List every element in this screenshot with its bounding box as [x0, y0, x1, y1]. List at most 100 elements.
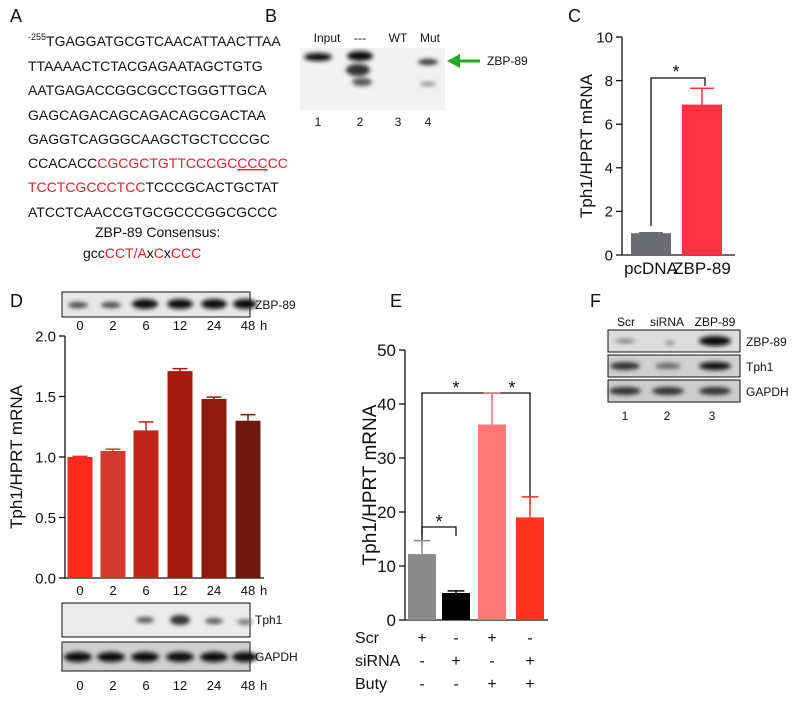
- y-tick-label: 0.5: [35, 510, 56, 527]
- lane-label: 48: [241, 318, 255, 333]
- y-tick-label: 50: [377, 341, 396, 360]
- sequence-line: CCACACCCGCGCTGTTCCCGCCCCCC: [28, 155, 288, 171]
- condition-sign: +: [451, 653, 460, 670]
- sequence-segment: TTAAAACTCTACGAGAATAGCTGTG: [28, 58, 263, 74]
- significance-bracket: [421, 526, 457, 546]
- error-bar: [172, 367, 188, 372]
- sequence-segment: CCC: [171, 245, 201, 261]
- lane-number: 2: [664, 409, 671, 423]
- error-bar: [447, 590, 465, 593]
- bar: [631, 233, 671, 255]
- condition-name: Buty: [355, 676, 387, 693]
- panel-label: D: [10, 291, 23, 311]
- y-tick-label: 30: [377, 449, 396, 468]
- error-bar: [206, 396, 222, 399]
- y-tick-label: 1.0: [35, 449, 56, 466]
- lane-label: siRNA: [650, 315, 684, 329]
- sequence-line: gccCCT/AxCxCCC: [83, 245, 201, 261]
- x-tick-label: 12: [173, 583, 187, 598]
- x-tick-label: 48: [241, 583, 255, 598]
- bar: [100, 450, 126, 578]
- lane-label: 12: [173, 318, 187, 333]
- condition-sign: -: [419, 676, 424, 693]
- sequence-segment: GAGCAGACAGCAGACAGCGACTAA: [28, 107, 266, 123]
- blot-label: GAPDH: [255, 650, 298, 664]
- x-tick-label: pcDNA: [624, 259, 679, 278]
- bar: [516, 517, 544, 620]
- lane-label: 2: [109, 678, 116, 693]
- lane-number: 3: [709, 409, 716, 423]
- blot-d: [61, 291, 258, 672]
- bar: [235, 420, 261, 578]
- lane-number: 4: [425, 115, 432, 129]
- y-tick-label: 20: [377, 503, 396, 522]
- sequence-segment: AATGAGACCGGCGCCTGGGTTGCA: [28, 82, 267, 98]
- sequence-line: GAGGTCAGGGCAAGCTGCTCCCGC: [28, 131, 270, 147]
- condition-sign: -: [527, 630, 532, 647]
- lane-label: 0: [76, 318, 83, 333]
- sequence-segment: CCC: [237, 155, 267, 171]
- x-tick-label: 24: [207, 583, 221, 598]
- sequence-line: ATCCTCAACCGTGCGCCCGGCGCCC: [28, 204, 277, 220]
- condition-name: siRNA: [355, 653, 401, 670]
- lane-number: 1: [622, 409, 629, 423]
- panel-label: E: [390, 291, 402, 311]
- x-tick-label: ZBP-89: [673, 259, 731, 278]
- lane-label: 12: [173, 678, 187, 693]
- y-tick-label: 2: [605, 204, 613, 221]
- y-tick-label: 10: [596, 29, 613, 46]
- lane-label: Input: [314, 31, 341, 45]
- condition-sign: -: [453, 630, 458, 647]
- condition-sign: +: [525, 676, 534, 693]
- x-unit: h: [260, 318, 267, 333]
- y-axis-label: Tph1/HPRT mRNA: [7, 384, 26, 529]
- sequence-segment: CGCGCTGTTCCCGC: [97, 155, 237, 171]
- sequence-segment: x: [164, 245, 171, 261]
- condition-sign: -: [489, 653, 494, 670]
- significance-star: *: [508, 378, 515, 398]
- sequence-segment: CCACACC: [28, 155, 97, 171]
- condition-sign: +: [487, 630, 496, 647]
- lane-label: ---: [354, 31, 366, 45]
- sequence-segment: C: [154, 245, 164, 261]
- bar: [478, 424, 506, 620]
- error-bar: [105, 448, 121, 451]
- row-label: ZBP-89: [746, 335, 787, 349]
- sequence-segment: gcc: [83, 245, 105, 261]
- y-tick-label: 2.0: [35, 328, 56, 345]
- sequence-line: -255TGAGGATGCGTCAACATTAACTTAA: [28, 32, 281, 49]
- lane-label: 0: [76, 678, 83, 693]
- condition-name: Scr: [355, 630, 380, 647]
- blot-f: [607, 329, 741, 403]
- sequence-segment: CCT/A: [105, 245, 148, 261]
- y-tick-label: 0.0: [35, 570, 56, 587]
- condition-sign: -: [453, 676, 458, 693]
- sequence-segment: TCCCGCACTGCTAT: [145, 179, 279, 195]
- row-label: GAPDH: [746, 385, 789, 399]
- error-bar: [690, 87, 714, 105]
- lane-label: ZBP-89: [695, 315, 736, 329]
- panel-label: A: [10, 6, 22, 26]
- bar: [682, 104, 722, 255]
- x-unit: h: [260, 678, 267, 693]
- bar: [201, 398, 227, 578]
- x-tick-label: 0: [76, 583, 83, 598]
- panel-label: B: [265, 6, 277, 26]
- x-unit: h: [260, 583, 267, 598]
- sequence-segment: TCCTCGCCCTCC: [28, 179, 145, 195]
- sequence-line: TCCTCGCCCTCCTCCCGCACTGCTAT: [28, 179, 279, 195]
- sequence-segment: TGAGGATGCGTCAACATTAACTTAA: [46, 33, 281, 49]
- lane-number: 3: [395, 115, 402, 129]
- sequence-line: GAGCAGACAGCAGACAGCGACTAA: [28, 107, 266, 123]
- significance-star: *: [672, 62, 679, 82]
- x-tick-label: 6: [142, 583, 149, 598]
- error-bar: [413, 539, 431, 555]
- y-tick-label: 0: [605, 247, 613, 264]
- y-tick-label: 10: [377, 557, 396, 576]
- bar: [67, 457, 93, 578]
- lane-label: Mut: [420, 31, 441, 45]
- axis: [64, 336, 264, 579]
- y-tick-label: 8: [605, 73, 613, 90]
- gel-target: ZBP-89: [487, 54, 528, 68]
